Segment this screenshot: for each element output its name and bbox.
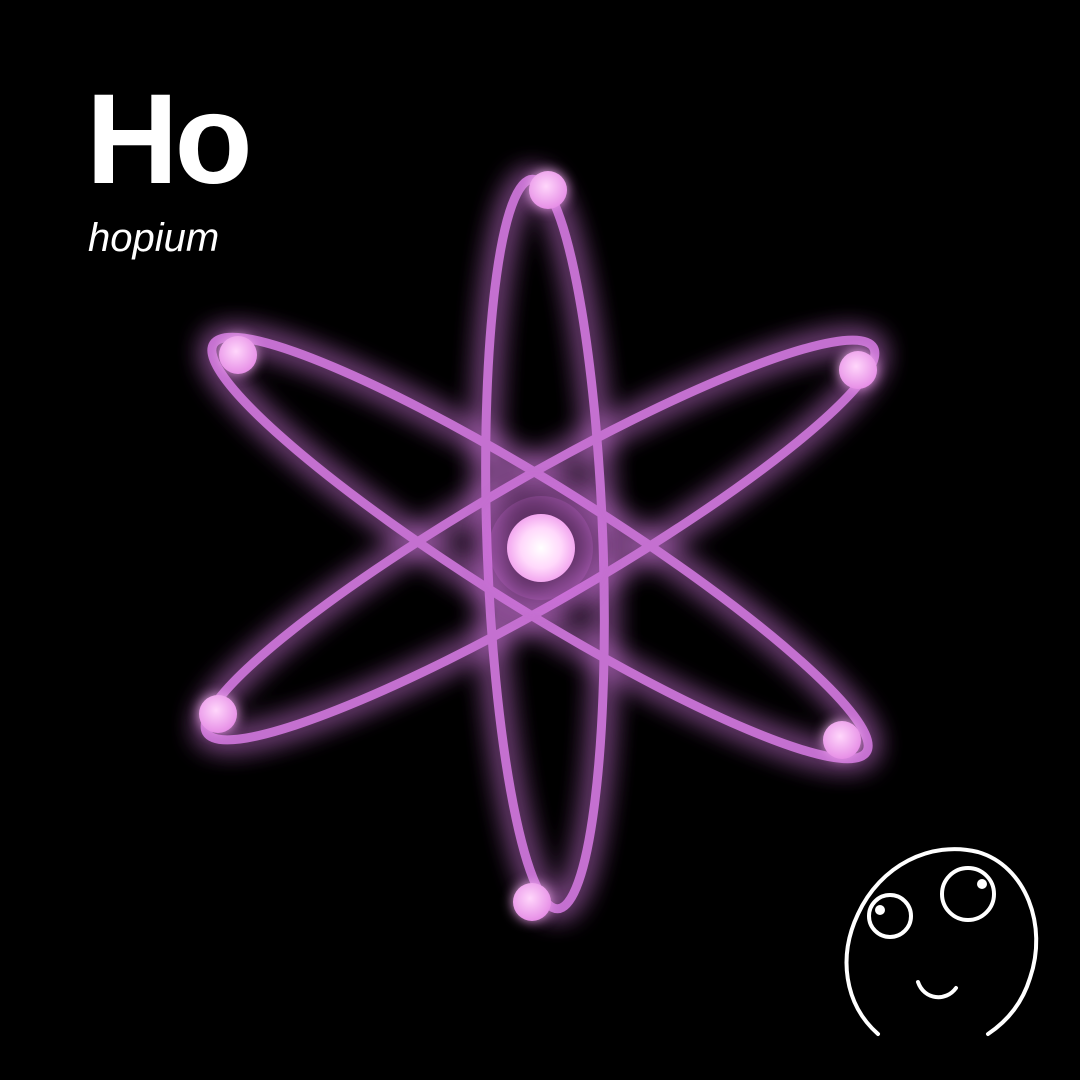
element-name: hopium: [88, 216, 220, 260]
electron-bottom: [513, 883, 551, 921]
electron-right-lower: [823, 721, 861, 759]
electron-left-upper: [219, 336, 257, 374]
electron-group: [199, 171, 877, 921]
face-outline: [844, 847, 1039, 1036]
electron-top: [529, 171, 567, 209]
right-pupil: [977, 879, 987, 889]
electron-right-upper: [839, 351, 877, 389]
right-eye: [940, 866, 996, 922]
left-eye: [867, 893, 913, 939]
electron-left-lower: [199, 695, 237, 733]
orbit-diagonal-up: [200, 335, 880, 745]
orbit-vertical: [481, 174, 609, 914]
element-symbol: Ho: [86, 68, 253, 211]
hopeful-face-icon: [844, 847, 1039, 1036]
nucleus: [507, 514, 575, 582]
left-pupil: [875, 905, 885, 915]
orbit-group: [200, 174, 880, 914]
smile: [916, 980, 958, 999]
orbit-diagonal-down: [207, 332, 873, 764]
